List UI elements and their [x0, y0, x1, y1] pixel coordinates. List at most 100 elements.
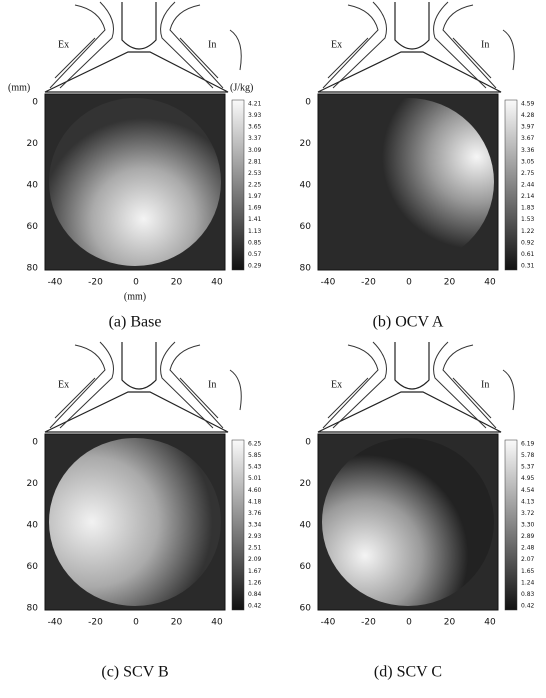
x-tick-label: 40 [211, 278, 223, 288]
colorbar [504, 99, 518, 271]
x-tick-label: 20 [444, 618, 456, 628]
intake-label: In [208, 379, 216, 390]
y-tick-label: 20 [300, 479, 312, 489]
x-tick-label: 20 [171, 278, 183, 288]
spark-plug [121, 342, 157, 390]
colorbar-label: 3.93 [248, 112, 262, 119]
y-tick-label: 20 [27, 479, 39, 489]
colorbar-label: 4.13 [521, 498, 535, 505]
colorbar-label: 3.09 [248, 147, 262, 154]
cylinder-head [44, 391, 229, 433]
colorbar-label: 4.21 [248, 101, 262, 108]
y-tick-label: 40 [300, 521, 312, 531]
colorbar-label: 1.24 [521, 579, 535, 586]
colorbar-label: 5.85 [248, 452, 262, 459]
y-tick-label: 60 [27, 562, 39, 572]
colorbar-label: 2.53 [248, 170, 262, 177]
colorbar-label: 3.76 [248, 510, 262, 517]
colorbar-label: 0.92 [521, 239, 535, 246]
y-tick-label: 80 [27, 264, 39, 274]
map-field [322, 438, 494, 606]
colorbar-label: 5.37 [521, 464, 535, 471]
colorbar-label: 3.65 [248, 124, 262, 131]
x-tick-label: -20 [88, 618, 103, 628]
x-tick-label: -20 [361, 278, 376, 288]
map-frame [44, 93, 226, 271]
colorbar [231, 439, 245, 611]
y-tick-label: 60 [27, 222, 39, 232]
y-tick-label: 60 [300, 222, 312, 232]
colorbar-label: 1.67 [248, 568, 262, 575]
colorbar-label: 0.42 [248, 603, 262, 610]
colorbar-label: 4.18 [248, 498, 262, 505]
x-tick-label: 40 [211, 618, 223, 628]
panel: Ex In 4.59 4.28 3.97 3.67 3.36 3.05 2.75 2.44 2.14… [300, 1, 535, 331]
panel: Ex In 6.19 5.78 5.37 4.95 4.54 4.13 3.72 3.30 2.89… [300, 341, 535, 681]
spark-plug [394, 342, 430, 390]
spark-plug [121, 2, 157, 50]
colorbar-label: 2.09 [248, 556, 262, 563]
colorbar-label: 1.83 [521, 205, 535, 212]
intake-port [160, 341, 242, 429]
spark-plug [394, 2, 430, 50]
cylinder-head [44, 51, 229, 93]
y-tick-label: 80 [300, 264, 312, 274]
exhaust-port [49, 341, 114, 429]
colorbar-label: 3.30 [521, 522, 535, 529]
colorbar-label: 5.01 [248, 475, 262, 482]
colorbar-label: 4.54 [521, 487, 535, 494]
colorbar-label: 1.97 [248, 193, 262, 200]
intake-label: In [481, 39, 489, 50]
x-tick-label: 0 [406, 278, 412, 288]
y-tick-label: 40 [27, 521, 39, 531]
x-tick-label: 0 [133, 618, 139, 628]
colorbar-label: 5.43 [248, 464, 262, 471]
exhaust-label: Ex [331, 379, 342, 390]
cylinder-head [317, 51, 502, 93]
intake-port [433, 341, 515, 429]
x-unit: (mm) [124, 291, 146, 302]
x-tick-label: -20 [88, 278, 103, 288]
panel: Ex In 6.25 5.85 5.43 5.01 4.60 4.18 3.76 3.34 2.93… [27, 341, 262, 681]
colorbar-label: 3.37 [248, 135, 262, 142]
x-tick-label: 20 [171, 618, 183, 628]
colorbar-label: 0.42 [521, 603, 535, 610]
exhaust-label: Ex [331, 39, 342, 50]
y-tick-label: 20 [300, 139, 312, 149]
colorbar-label: 2.75 [521, 170, 535, 177]
colorbar-label: 2.51 [248, 545, 262, 552]
x-tick-label: -40 [48, 278, 63, 288]
exhaust-port [322, 341, 387, 429]
x-tick-label: -40 [48, 618, 63, 628]
caption: (b) OCV A [373, 314, 444, 331]
x-tick-label: 0 [406, 618, 412, 628]
x-tick-label: -40 [321, 278, 336, 288]
panel: Ex In 4.21 3.93 3.65 3.37 3.09 2.81 2.53 2.25 1.97… [8, 1, 262, 331]
colorbar-label: 6.19 [521, 441, 535, 448]
colorbar-unit: (J/kg) [230, 82, 253, 93]
intake-port [433, 1, 515, 89]
colorbar-label: 2.14 [521, 193, 535, 200]
exhaust-port [49, 1, 114, 89]
y-tick-label: 40 [27, 181, 39, 191]
colorbar-label: 5.78 [521, 452, 535, 459]
colorbar-label: 2.44 [521, 182, 535, 189]
intake-port [160, 1, 242, 89]
y-tick-label: 40 [300, 181, 312, 191]
colorbar-label: 2.07 [521, 556, 535, 563]
colorbar-label: 6.25 [248, 441, 262, 448]
x-tick-label: 40 [484, 278, 496, 288]
exhaust-port [322, 1, 387, 89]
colorbar-label: 3.34 [248, 522, 262, 529]
colorbar-label: 1.53 [521, 216, 535, 223]
colorbar-label: 3.97 [521, 124, 535, 131]
colorbar-label: 1.65 [521, 568, 535, 575]
x-tick-label: 0 [133, 278, 139, 288]
colorbar-label: 3.72 [521, 510, 535, 517]
exhaust-label: Ex [58, 39, 69, 50]
x-tick-label: -40 [321, 618, 336, 628]
colorbar-label: 0.57 [248, 251, 262, 258]
x-tick-label: -20 [361, 618, 376, 628]
colorbar-label: 2.48 [521, 545, 535, 552]
map-field [49, 98, 221, 266]
